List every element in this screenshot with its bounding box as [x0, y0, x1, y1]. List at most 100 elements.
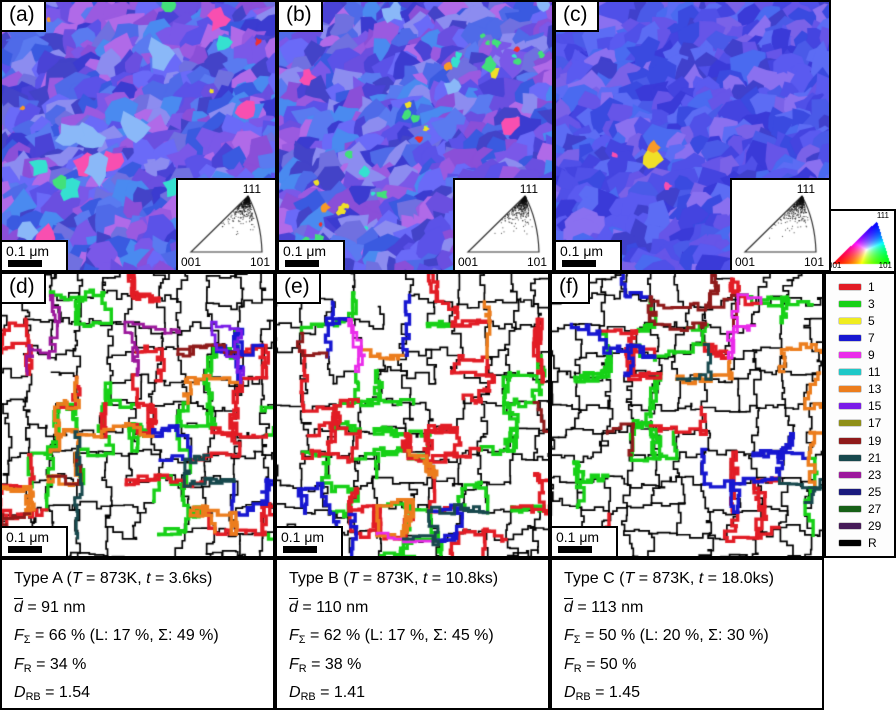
scale-bar-f: 0.1 μm	[550, 526, 618, 558]
ipf-label-111: 111	[796, 182, 815, 196]
legend-entry: 1	[826, 279, 894, 294]
stat-line: DRB = 1.41	[289, 684, 366, 704]
legend-swatch	[839, 283, 861, 290]
legend-label: 25	[868, 484, 882, 499]
legend-label: 29	[868, 519, 882, 534]
ipf-inset-canvas-b	[455, 180, 552, 270]
legend-swatch	[839, 403, 861, 410]
stat-line: FΣ = 50 % (L: 20 %, Σ: 30 %)	[564, 627, 769, 647]
legend-swatch	[839, 386, 861, 393]
csl-boundary-legend: 1 3 5 7 9 11 13 15 17 19 21 23 25 27 29 R	[824, 272, 896, 558]
legend-swatch	[839, 334, 861, 341]
ipf-inset-canvas-a	[178, 180, 275, 270]
scale-bar-e-rule	[283, 546, 317, 553]
scale-bar-b-text: 0.1 μm	[283, 243, 327, 259]
legend-label: 5	[868, 313, 875, 328]
legend-label: 1	[868, 279, 875, 294]
legend-swatch	[839, 300, 861, 307]
legend-entry: 29	[826, 519, 894, 534]
scale-bar-f-text: 0.1 μm	[556, 529, 600, 545]
legend-label: 27	[868, 502, 882, 517]
ebsd-map-panel-c: (c) 0.1 μm 111 001 101	[554, 0, 831, 272]
ipf-inset-canvas-c	[732, 180, 829, 270]
legend-swatch	[839, 352, 861, 359]
scale-bar-a-rule	[8, 260, 42, 267]
panel-label-a-text: (a)	[9, 3, 35, 26]
ipf-inset-b: 111 001 101	[453, 178, 554, 272]
legend-entry: 27	[826, 502, 894, 517]
scale-bar-c: 0.1 μm	[554, 240, 622, 272]
color-key-label-001: 001	[828, 261, 842, 270]
legend-label: 13	[868, 382, 882, 397]
legend-label: R	[868, 536, 877, 551]
stat-line: d = 91 nm	[14, 598, 86, 616]
scale-bar-c-rule	[562, 260, 596, 267]
legend-entry: 19	[826, 433, 894, 448]
legend-swatch	[839, 506, 861, 513]
stats-box-type-b: Type B (T = 873K, t = 10.8ks) d = 110 nm F…	[275, 558, 550, 710]
ipf-inset-c: 111 001 101	[730, 178, 831, 272]
ipf-label-111: 111	[242, 182, 261, 196]
legend-entry: 15	[826, 399, 894, 414]
scale-bar-e-text: 0.1 μm	[281, 529, 325, 545]
stat-line: d = 113 nm	[564, 598, 644, 616]
scale-bar-b-rule	[285, 260, 319, 267]
legend-swatch	[839, 454, 861, 461]
legend-swatch	[839, 420, 861, 427]
panel-label-c: (c)	[554, 0, 599, 32]
legend-entry: 13	[826, 382, 894, 397]
panel-label-f: (f)	[550, 272, 590, 304]
panel-label-b-text: (b)	[286, 3, 312, 26]
scale-bar-a-text: 0.1 μm	[6, 243, 50, 259]
ipf-inset-a: 111 001 101	[176, 178, 277, 272]
ipf-label-111: 111	[519, 182, 538, 196]
ipf-color-key: 111 001 101	[824, 209, 896, 273]
gb-map-canvas-d	[2, 274, 273, 556]
stat-line: FR = 38 %	[289, 655, 362, 675]
legend-label: 3	[868, 296, 875, 311]
scale-bar-c-text: 0.1 μm	[560, 243, 604, 259]
legend-entry: 23	[826, 467, 894, 482]
legend-label: 11	[868, 365, 881, 380]
legend-swatch	[839, 540, 861, 547]
stat-line: Type C (T = 873K, t = 18.0ks)	[564, 570, 774, 587]
gb-map-canvas-f	[552, 274, 822, 556]
panel-label-e-text: (e)	[284, 275, 310, 298]
legend-entry: 21	[826, 450, 894, 465]
legend-swatch	[839, 471, 861, 478]
legend-entry: 3	[826, 296, 894, 311]
legend-entry: 9	[826, 348, 894, 363]
legend-label: 7	[868, 330, 875, 345]
scale-bar-d: 0.1 μm	[0, 526, 68, 558]
ebsd-map-panel-a: (a) 0.1 μm 111 001 101	[0, 0, 277, 272]
scale-bar-d-text: 0.1 μm	[6, 529, 50, 545]
legend-entry: 5	[826, 313, 894, 328]
stat-line: FR = 34 %	[14, 655, 87, 675]
gb-map-panel-e: (e) 0.1 μm	[275, 272, 550, 558]
ipf-color-key-canvas	[826, 211, 894, 271]
ebsd-map-panel-b: (b) 0.1 μm 111 001 101	[277, 0, 554, 272]
panel-label-d-text: (d)	[9, 275, 35, 298]
stats-box-type-c: Type C (T = 873K, t = 18.0ks) d = 113 nm F…	[550, 558, 824, 710]
stat-line: DRB = 1.54	[14, 684, 91, 704]
legend-label: 19	[868, 433, 882, 448]
scale-bar-a: 0.1 μm	[0, 240, 68, 272]
scale-bar-b: 0.1 μm	[277, 240, 345, 272]
scale-bar-f-rule	[558, 546, 592, 553]
legend-swatch	[839, 369, 861, 376]
ipf-label-001: 001	[735, 255, 756, 269]
legend-label: 15	[868, 399, 882, 414]
ipf-label-001: 001	[458, 255, 479, 269]
legend-swatch	[839, 488, 861, 495]
legend-entry: 11	[826, 365, 894, 380]
legend-entry: 7	[826, 330, 894, 345]
stat-line: Type A (T = 873K, t = 3.6ks)	[14, 570, 213, 587]
panel-label-a: (a)	[0, 0, 46, 32]
ipf-label-101: 101	[249, 255, 270, 269]
ipf-label-101: 101	[526, 255, 547, 269]
ipf-label-001: 001	[181, 255, 202, 269]
legend-swatch	[839, 523, 861, 530]
panel-label-d: (d)	[0, 272, 46, 304]
stat-line: d = 110 nm	[289, 598, 369, 616]
